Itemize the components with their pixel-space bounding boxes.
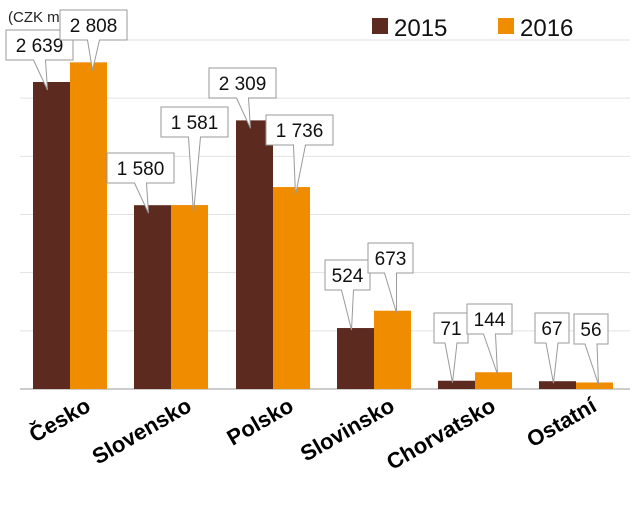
data-label-2016-3: 1 736 (265, 114, 334, 196)
legend: 2015 2016 (372, 15, 573, 42)
data-label-2016-4: 673 (367, 242, 414, 313)
data-label-box (106, 152, 175, 214)
data-label-text: 524 (332, 266, 364, 287)
data-label-text: 71 (440, 319, 461, 340)
data-label-2016-1: 2 808 (59, 9, 128, 71)
data-label-text: 673 (375, 249, 407, 270)
data-label-text: 1 580 (117, 159, 165, 180)
bar-2015-2 (134, 205, 171, 389)
data-label-2015-3: 2 309 (208, 67, 277, 129)
bar-2016-3 (273, 187, 310, 389)
data-label-2016-5: 144 (466, 303, 513, 375)
bar-2016-6 (576, 382, 613, 389)
data-label-text: 2 639 (16, 36, 64, 57)
data-label-2015-6: 67 (534, 312, 570, 384)
data-label-2015-4: 524 (324, 259, 371, 331)
bar-2015-3 (236, 120, 273, 390)
bars (33, 62, 613, 390)
legend-label-2016: 2016 (520, 15, 573, 42)
unit-label: (CZK m) (8, 9, 65, 26)
data-label-box (534, 312, 570, 384)
category-label-6: Ostatní (522, 392, 601, 452)
legend-label-2015: 2015 (394, 15, 447, 42)
data-label-text: 1 581 (171, 113, 219, 134)
data-label-text: 67 (541, 319, 562, 340)
data-label-box (208, 67, 277, 129)
bar-2015-1 (33, 81, 70, 389)
data-label-box (265, 114, 334, 196)
bar-2015-6 (539, 381, 576, 389)
category-label-1: Česko (25, 393, 95, 448)
legend-swatch-2016 (498, 18, 514, 34)
data-label-text: 2 309 (219, 74, 267, 95)
data-label-box (466, 303, 513, 375)
data-label-text: 2 808 (70, 16, 118, 37)
bar-2016-5 (475, 372, 512, 389)
bar-2015-4 (337, 328, 374, 389)
bar-2016-1 (70, 62, 107, 389)
category-label-2: Slovensko (88, 393, 196, 470)
legend-swatch-2015 (372, 18, 388, 34)
data-label-2015-5: 71 (433, 312, 469, 383)
data-label-box (59, 9, 128, 71)
category-label-3: Polsko (223, 393, 298, 451)
data-label-text: 1 736 (276, 121, 324, 142)
category-label-5: Chorvatsko (382, 393, 499, 475)
data-label-box (573, 313, 609, 385)
data-label-box (367, 242, 414, 313)
bar-2015-5 (438, 380, 475, 389)
data-label-text: 144 (474, 310, 506, 331)
data-label-2016-6: 56 (573, 313, 609, 385)
data-label-2015-1: 2 639 (5, 29, 74, 91)
bar-2016-2 (171, 205, 208, 389)
data-label-2015-2: 1 580 (106, 152, 175, 214)
data-label-box (160, 106, 229, 214)
data-label-text: 56 (580, 320, 601, 341)
bar-2016-4 (374, 310, 411, 389)
data-label-2016-2: 1 581 (160, 106, 229, 214)
